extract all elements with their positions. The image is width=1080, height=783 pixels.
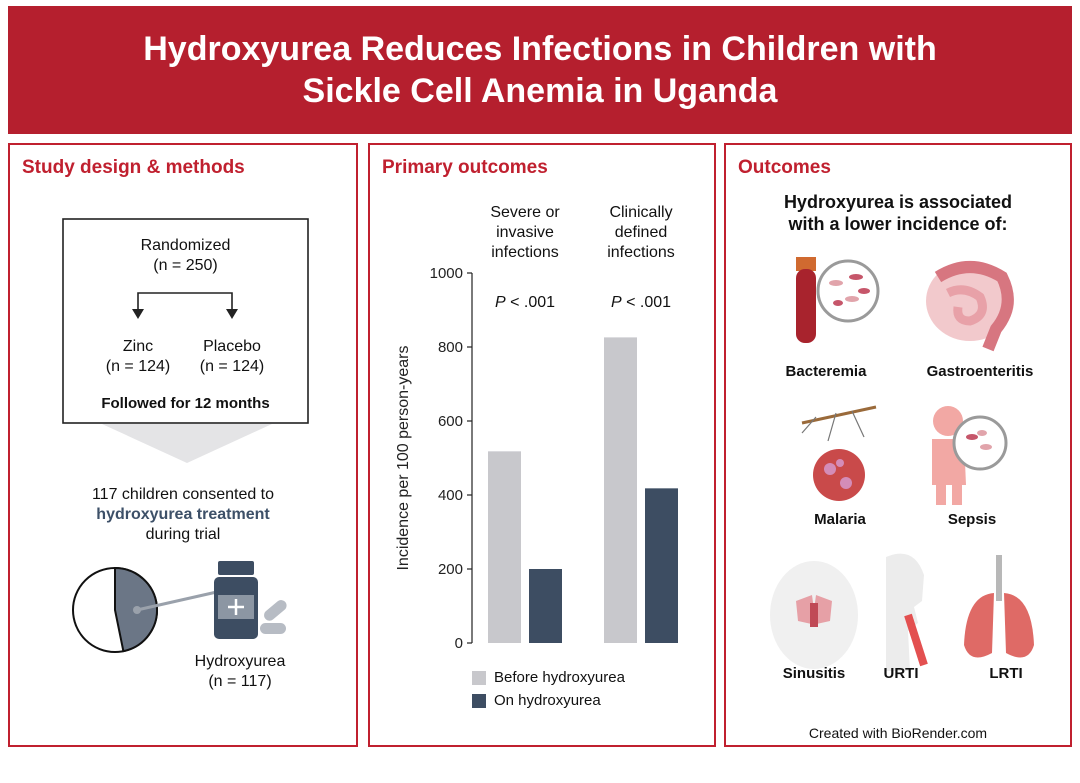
urti-icon [886, 553, 928, 671]
legend-on-swatch [472, 693, 486, 708]
outcomes-sub-line1: Hydroxyurea is associated [783, 192, 1013, 212]
title-banner: Hydroxyurea Reduces Infections in Childr… [8, 6, 1072, 134]
drug-label: Hydroxyurea [194, 653, 286, 670]
placebo-label: Placebo [203, 338, 261, 355]
y-tick-label: 400 [438, 487, 463, 504]
primary-outcomes-heading: Primary outcomes [382, 157, 548, 178]
group2-label-line3: infections [607, 244, 675, 261]
bar [529, 569, 562, 643]
malaria-label: Malaria [814, 511, 866, 528]
title-line-1: Hydroxyurea Reduces Infections in Childr… [143, 30, 937, 68]
lrti-label: LRTI [989, 665, 1023, 682]
consent-pie-chart [72, 566, 158, 653]
p-symbol-1: P [494, 294, 506, 311]
outcomes-heading: Outcomes [738, 157, 831, 178]
zinc-label: Zinc [122, 338, 154, 355]
lrti-icon [964, 555, 1034, 658]
bar [645, 488, 678, 643]
follow-up-label: Followed for 12 months [101, 395, 270, 412]
y-axis-label: Incidence per 100 person-years [395, 345, 412, 570]
outcomes-panel: Outcomes Hydroxyurea is associated with … [724, 143, 1072, 747]
arrow-head-right [226, 309, 238, 319]
primary-outcomes-panel: Primary outcomes Severe or invasive infe… [368, 143, 716, 747]
zinc-count: (n = 124) [105, 358, 171, 375]
sepsis-label: Sepsis [947, 511, 997, 528]
bar [488, 451, 521, 643]
group2-label-line2: defined [614, 224, 668, 241]
split-arrow-line [137, 292, 233, 311]
group1-label-line1: Severe or [490, 204, 560, 221]
randomized-label: Randomized [140, 237, 231, 254]
arrow-head-left [132, 309, 144, 319]
bacteremia-label: Bacteremia [785, 363, 867, 380]
sepsis-icon [932, 406, 1008, 505]
sinusitis-label: Sinusitis [782, 665, 846, 682]
study-design-panel: Study design & methods Randomized (n = 2… [8, 143, 358, 747]
randomization-box [62, 218, 309, 424]
p-value-group1: P < .001 [470, 293, 580, 313]
study-design-heading: Study design & methods [22, 157, 245, 178]
malaria-icon [801, 405, 877, 501]
legend-on: On hydroxyurea [472, 692, 601, 709]
consent-line-3: during trial [145, 526, 221, 543]
group1-label-line2: invasive [496, 224, 554, 241]
title-line-2: Sickle Cell Anemia in Uganda [302, 72, 778, 110]
y-tick-label: 0 [455, 635, 463, 652]
legend-before-label: Before hydroxyurea [494, 669, 625, 686]
bacteremia-icon [796, 257, 880, 343]
bar-chart: 0 200 400 600 800 1000 Incidence per 100 perso… [395, 265, 678, 652]
legend-before: Before hydroxyurea [472, 669, 625, 686]
placebo-count: (n = 124) [199, 358, 265, 375]
sinusitis-icon [770, 561, 858, 669]
consent-line-1: 117 children consented to [91, 486, 275, 503]
p-value-group2: P < .001 [586, 293, 696, 313]
p-value-1: < .001 [510, 294, 556, 311]
urti-label: URTI [883, 665, 919, 682]
gastroenteritis-icon [926, 261, 1014, 352]
drug-count: (n = 117) [208, 673, 272, 690]
p-value-2: < .001 [626, 294, 672, 311]
gastroenteritis-label: Gastroenteritis [926, 363, 1034, 380]
legend-on-label: On hydroxyurea [494, 692, 601, 709]
pill-capsule-icon [260, 600, 287, 634]
y-tick-label: 800 [438, 339, 463, 356]
outcome-illustrations [770, 257, 1034, 671]
y-tick-label: 200 [438, 561, 463, 578]
group2-label-line1: Clinically [609, 204, 673, 221]
consent-highlight: hydroxyurea treatment [96, 506, 270, 523]
p-symbol-2: P [610, 294, 622, 311]
biorender-credit: Created with BioRender.com [808, 725, 988, 741]
outcomes-sub-line2: with a lower incidence of: [788, 214, 1008, 234]
flowchart [62, 218, 309, 653]
funnel-shape [102, 424, 272, 463]
y-tick-label: 1000 [430, 265, 463, 282]
randomized-count: (n = 250) [153, 257, 218, 274]
group1-label-line3: infections [491, 244, 559, 261]
bar [604, 337, 637, 643]
y-tick-label: 600 [438, 413, 463, 430]
medicine-bottle-icon [214, 561, 258, 639]
legend-before-swatch [472, 670, 486, 685]
pie-connector-dot [133, 606, 141, 614]
